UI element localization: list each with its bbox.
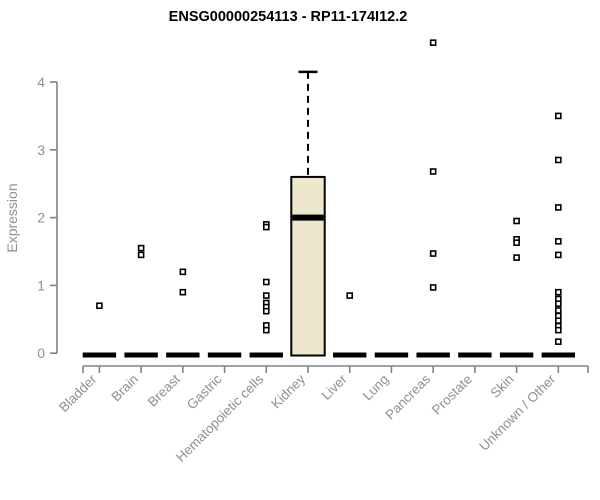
outlier-point: [262, 278, 270, 286]
outlier-point: [262, 223, 270, 231]
outlier-point: [262, 292, 270, 299]
zero-bar: [166, 352, 200, 358]
zero-bar: [82, 352, 117, 358]
outlier-point: [555, 251, 562, 259]
x-category-label: Brain: [108, 372, 141, 405]
y-tick-label: 3: [37, 142, 45, 158]
outlier-point: [179, 268, 187, 276]
x-category-label: Pancreas: [382, 371, 433, 422]
zero-bar: [124, 352, 158, 358]
x-category-label: Unknown / Other: [476, 371, 559, 454]
x-category-label: Skin: [488, 372, 517, 401]
x-category-label: Prostate: [429, 372, 475, 418]
outlier-point: [555, 204, 562, 211]
outlier-point: [555, 156, 562, 164]
box: [290, 175, 326, 357]
zero-bar: [541, 352, 576, 358]
outlier-point: [555, 307, 562, 314]
zero-bar: [499, 352, 534, 358]
outlier-point: [555, 338, 562, 345]
outlier-point: [513, 239, 520, 246]
outlier-point: [429, 250, 437, 257]
outlier-point: [137, 244, 145, 252]
y-tick-label: 1: [37, 277, 45, 293]
outlier-point: [555, 238, 562, 245]
outlier-point: [555, 288, 562, 296]
zero-bar: [249, 352, 283, 358]
outlier-point: [429, 284, 437, 291]
outlier-point: [346, 292, 354, 299]
zero-bar: [416, 352, 450, 358]
median-line: [292, 214, 324, 221]
zero-bar: [207, 352, 242, 358]
outlier-point: [513, 254, 520, 261]
outlier-point: [429, 168, 437, 175]
zero-bar: [458, 352, 492, 358]
outlier-point: [262, 326, 270, 334]
chart-title: ENSG00000254113 - RP11-174I12.2: [168, 9, 408, 25]
x-category-label: Lung: [360, 372, 392, 404]
x-category-label: Kidney: [268, 371, 308, 411]
x-category-label: Breast: [145, 371, 183, 409]
outlier-point: [513, 217, 520, 225]
outlier-point: [262, 307, 270, 315]
outlier-point: [137, 251, 145, 259]
x-category-label: Bladder: [56, 371, 100, 415]
outlier-point: [555, 317, 562, 324]
outlier-point: [555, 300, 562, 308]
outlier-point: [96, 302, 103, 310]
x-category-label: Gastric: [184, 371, 225, 412]
outlier-point: [555, 112, 562, 120]
y-tick-label: 2: [37, 210, 45, 226]
outlier-point: [179, 288, 187, 296]
y-tick-label: 0: [37, 345, 45, 361]
zero-bar: [374, 352, 409, 358]
outlier-point: [555, 326, 562, 334]
outlier-point: [429, 39, 437, 46]
zero-bar: [333, 352, 367, 358]
x-category-label: Liver: [319, 371, 351, 403]
y-tick-label: 4: [37, 74, 45, 90]
